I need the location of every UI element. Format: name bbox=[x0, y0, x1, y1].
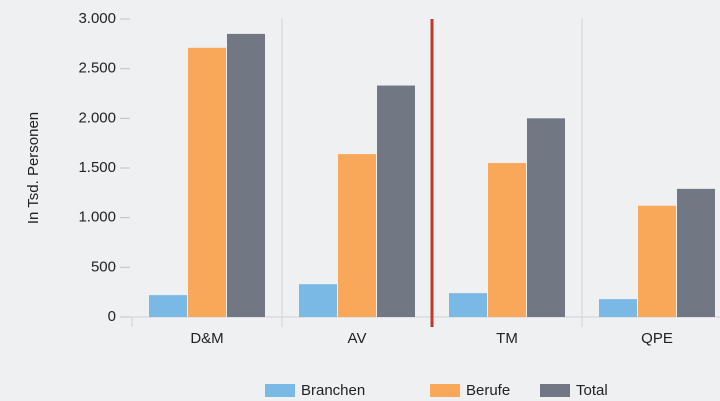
y-tick-label: 500 bbox=[91, 258, 116, 275]
x-tick-label: QPE bbox=[641, 330, 673, 347]
x-tick-label: TM bbox=[496, 330, 518, 347]
legend-swatch bbox=[540, 384, 570, 397]
legend-swatch bbox=[265, 384, 295, 397]
y-axis-label: In Tsd. Personen bbox=[25, 112, 42, 224]
bar bbox=[527, 118, 565, 317]
plot: 0 500 1.000 1.500 2.000 2.500 3.000 D&M AV TM QPE bbox=[78, 10, 720, 347]
bar bbox=[299, 284, 337, 317]
bar bbox=[488, 163, 526, 317]
bar bbox=[599, 299, 637, 317]
y-tick-label: 0 bbox=[108, 308, 116, 325]
legend-label: Berufe bbox=[466, 382, 510, 399]
bar bbox=[227, 33, 265, 318]
bar bbox=[338, 154, 376, 317]
bar bbox=[677, 188, 715, 317]
x-tick-label: AV bbox=[348, 330, 367, 347]
y-tick-label: 2.500 bbox=[78, 60, 116, 77]
bar bbox=[188, 47, 226, 317]
y-tick-label: 1.500 bbox=[78, 159, 116, 176]
y-tick-label: 2.000 bbox=[78, 109, 116, 126]
bar bbox=[149, 295, 187, 317]
legend-label: Branchen bbox=[301, 382, 365, 399]
bar bbox=[449, 293, 487, 317]
bar bbox=[638, 205, 676, 317]
legend-swatch bbox=[430, 384, 460, 397]
bar bbox=[377, 85, 415, 317]
y-tick-label: 3.000 bbox=[78, 10, 116, 27]
legend-label: Total bbox=[576, 382, 608, 399]
x-tick-label: D&M bbox=[190, 330, 223, 347]
y-tick-label: 1.000 bbox=[78, 209, 116, 226]
